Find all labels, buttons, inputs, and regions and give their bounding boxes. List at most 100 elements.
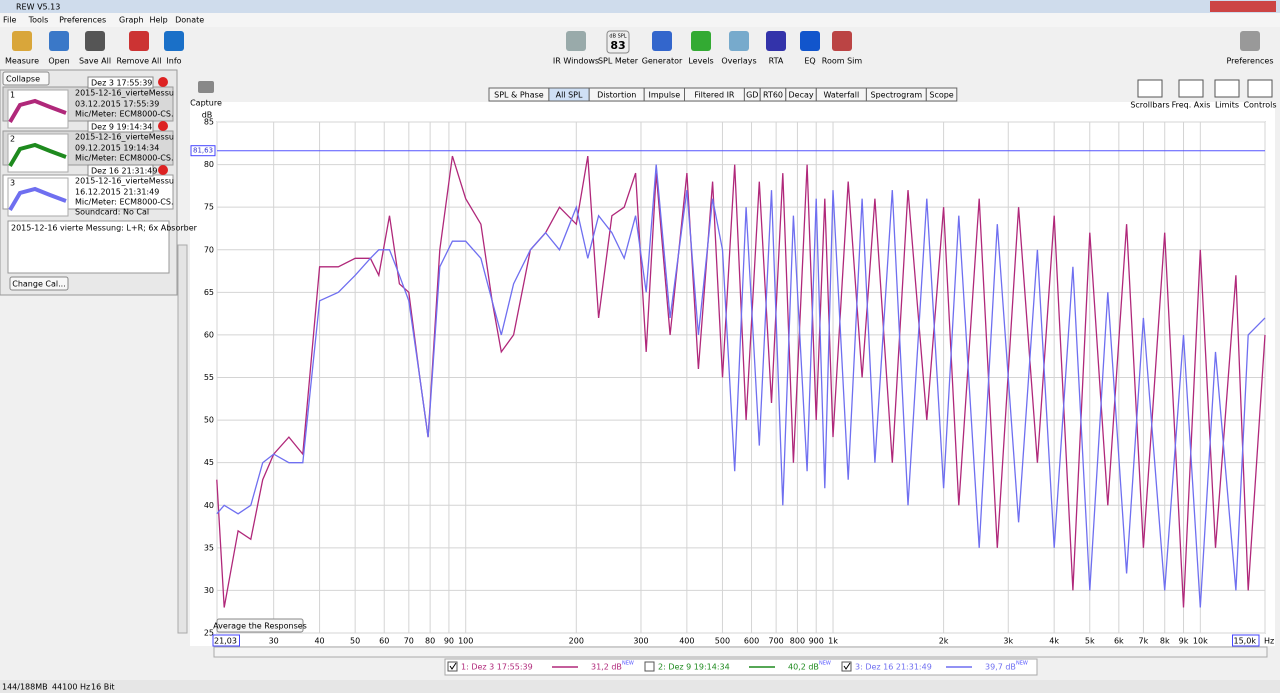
tool-icon[interactable] (729, 31, 749, 51)
x-tick-label: 300 (633, 637, 648, 646)
window-controls[interactable] (1210, 1, 1276, 12)
graph-tool-icon[interactable] (1214, 79, 1240, 98)
tool-icon[interactable] (164, 31, 184, 51)
change-cal-button[interactable] (9, 276, 69, 291)
menu-item[interactable]: Help (150, 16, 168, 25)
menu-item[interactable]: Preferences (59, 16, 106, 25)
tool-label[interactable]: Save All (79, 57, 111, 66)
status-field: 44100 Hz (52, 683, 90, 692)
menu-item[interactable]: Tools (28, 16, 49, 25)
tool-icon[interactable] (566, 31, 586, 51)
tab-label[interactable]: Filtered IR (694, 91, 735, 100)
x-tick-label: 700 (768, 637, 783, 646)
change-cal-label[interactable]: Change Cal... (12, 280, 66, 289)
measurement-label[interactable]: Dez 9 19:14:34 (91, 123, 152, 132)
collapse-button[interactable] (2, 71, 50, 86)
tool-icon[interactable] (129, 31, 149, 51)
tool-label[interactable]: Overlays (721, 57, 756, 66)
y-tick-label: 50 (204, 416, 214, 425)
tool-label[interactable]: Preferences (1226, 57, 1273, 66)
legend-box (444, 658, 1038, 676)
tool-icon[interactable] (766, 31, 786, 51)
tool-label[interactable]: Open (48, 57, 69, 66)
remove-button[interactable] (158, 121, 168, 131)
notes-box[interactable] (7, 220, 170, 274)
spl-meter-icon[interactable] (606, 30, 630, 54)
graph-tool-icon[interactable] (1247, 79, 1273, 98)
capture-label[interactable]: Capture (190, 99, 222, 108)
tab-label[interactable]: SPL & Phase (494, 91, 544, 100)
graph-tool-label[interactable]: Controls (1243, 101, 1276, 110)
measurement-label[interactable]: Dez 16 21:31:49 (91, 167, 157, 176)
tool-icon[interactable] (691, 31, 711, 51)
tool-label[interactable]: Info (166, 57, 181, 66)
legend-checkbox[interactable] (644, 661, 655, 672)
tool-label[interactable]: Generator (642, 57, 683, 66)
tab[interactable] (925, 87, 958, 102)
graph-scrollbar[interactable] (213, 646, 1268, 658)
graph-tool-icon[interactable] (1178, 79, 1204, 98)
legend-name[interactable]: 1: Dez 3 17:55:39 (461, 663, 533, 672)
tool-icon[interactable] (12, 31, 32, 51)
legend-checkbox[interactable] (841, 661, 852, 672)
measurement-label-box[interactable] (87, 164, 154, 177)
legend-check[interactable] (843, 662, 851, 670)
measurement-label-box[interactable] (87, 120, 154, 133)
legend-checkbox[interactable] (447, 661, 458, 672)
x-limit-label[interactable]: 15,0k (1234, 637, 1257, 646)
tab-label[interactable]: Scope (929, 91, 953, 100)
tab-label[interactable]: GD (746, 91, 758, 100)
tool-icon[interactable] (652, 31, 672, 51)
graph-tool-label[interactable]: Scrollbars (1130, 101, 1169, 110)
tool-label[interactable]: SPL Meter (598, 57, 639, 66)
tool-label[interactable]: Levels (688, 57, 713, 66)
menu-item[interactable]: Donate (175, 16, 204, 25)
legend-name[interactable]: 2: Dez 9 19:14:34 (658, 663, 730, 672)
x-tick-label: 4k (1049, 637, 1059, 646)
axis-limit-box[interactable] (212, 634, 240, 647)
tool-label[interactable]: Room Sim (822, 57, 863, 66)
capture-icon[interactable] (198, 81, 214, 93)
measurement-date: 09.12.2015 19:14:34 (75, 144, 159, 153)
tab-label[interactable]: Spectrogram (871, 91, 923, 100)
measurement-label-box[interactable] (87, 76, 154, 89)
legend-level: 39,7 dB (985, 663, 1016, 672)
legend-check[interactable] (449, 662, 457, 670)
tool-icon[interactable] (800, 31, 820, 51)
tool-icon[interactable] (1240, 31, 1260, 51)
tool-icon[interactable] (85, 31, 105, 51)
remove-button[interactable] (158, 77, 168, 87)
menu-item[interactable]: File (3, 16, 16, 25)
graph-tool-label[interactable]: Freq. Axis (1172, 101, 1211, 110)
panel-scrollbar[interactable] (177, 244, 188, 634)
tool-label[interactable]: Measure (5, 57, 39, 66)
tab-label[interactable]: All SPL (556, 91, 583, 100)
tab-label[interactable]: RT60 (763, 91, 783, 100)
x-limit-label[interactable]: 21,03 (214, 637, 237, 646)
x-tick-label: 400 (679, 637, 694, 646)
graph-tool-icon[interactable] (1137, 79, 1163, 98)
legend-name[interactable]: 3: Dez 16 21:31:49 (855, 663, 932, 672)
tool-label[interactable]: IR Windows (553, 57, 599, 66)
tool-label[interactable]: EQ (804, 57, 815, 66)
notes-text[interactable]: 2015-12-16 vierte Messung: L+R; 6x Absor… (11, 224, 198, 233)
tool-label[interactable]: Remove All (117, 57, 162, 66)
measurement-number: 2 (10, 135, 15, 144)
tool-label[interactable]: RTA (769, 57, 784, 66)
tab-label[interactable]: Impulse (649, 91, 681, 100)
collapse-label[interactable]: Collapse (6, 75, 40, 84)
tab-label[interactable]: Distortion (597, 91, 636, 100)
menu-item[interactable]: Graph (119, 16, 144, 25)
tool-icon[interactable] (832, 31, 852, 51)
average-label[interactable]: Average the Responses (213, 622, 307, 631)
axis-limit-box[interactable] (1232, 634, 1260, 647)
remove-button[interactable] (158, 165, 168, 175)
tab-label[interactable]: Decay (788, 91, 813, 100)
measurement-label[interactable]: Dez 3 17:55:39 (91, 79, 152, 88)
graph-tool-label[interactable]: Limits (1215, 101, 1239, 110)
tab-label[interactable]: Waterfall (823, 91, 859, 100)
tool-icon[interactable] (49, 31, 69, 51)
x-tick-label: 500 (715, 637, 730, 646)
average-button[interactable] (216, 618, 304, 633)
